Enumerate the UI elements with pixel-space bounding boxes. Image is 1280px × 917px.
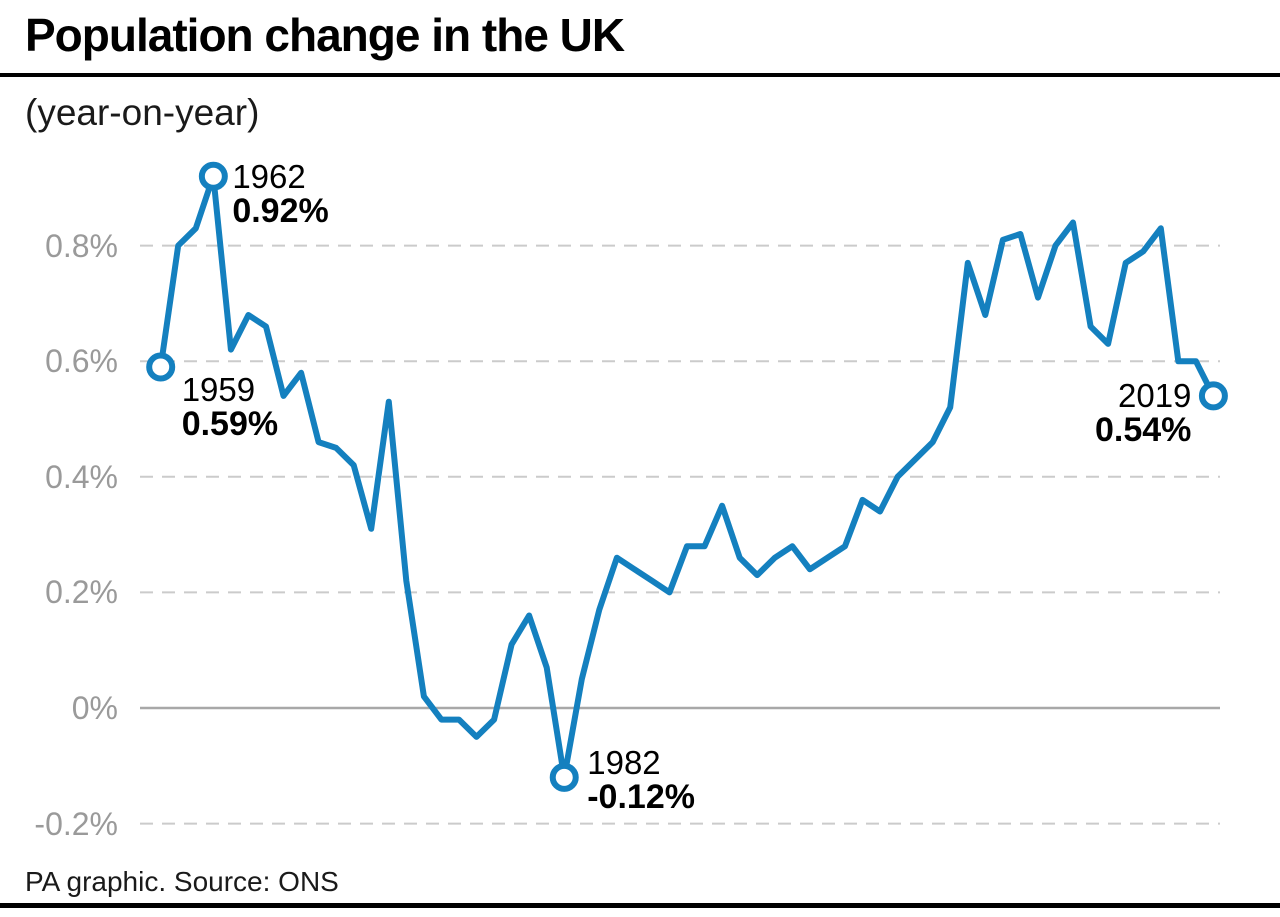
source-credit: PA graphic. Source: ONS [25,866,339,897]
title-divider-rule [0,73,1280,77]
data-point-marker-1962 [198,161,228,191]
annotation-value-label: 0.54% [1095,410,1192,449]
annotation-1962: 1962 0.92% [232,160,328,229]
bottom-rule [0,903,1280,908]
data-line [157,173,1217,781]
y-axis-tick-label: 0.2% [45,574,118,611]
annotation-value-label: -0.12% [587,778,695,817]
page-title: Population change in the UK [25,9,625,61]
y-axis-tick-label: -0.2% [34,805,118,842]
data-point-marker-1959 [146,352,176,382]
y-axis-tick-label: 0.6% [45,343,118,380]
data-point-marker-2019 [1198,381,1228,411]
annotation-2019: 2019 0.54% [1095,376,1192,449]
y-axis-tick-label: 0% [71,690,118,726]
y-axis-tick-label: 0.4% [45,458,118,495]
annotation-year-label: 1962 [232,158,306,196]
y-axis-tick-label: 0.8% [45,227,118,264]
data-point-marker-1982 [549,762,579,792]
annotation-value-label: 0.59% [181,404,279,443]
annotation-value-label: 0.92% [232,192,329,231]
annotation-1982: 1982 -0.12% [587,746,695,815]
chart-subtitle: (year-on-year) [25,92,260,133]
annotation-1959: 1959 0.59% [181,370,279,443]
annotation-year-label: 2019 [1117,376,1192,414]
annotation-year-label: 1959 [181,370,256,408]
annotation-year-label: 1982 [587,744,661,782]
